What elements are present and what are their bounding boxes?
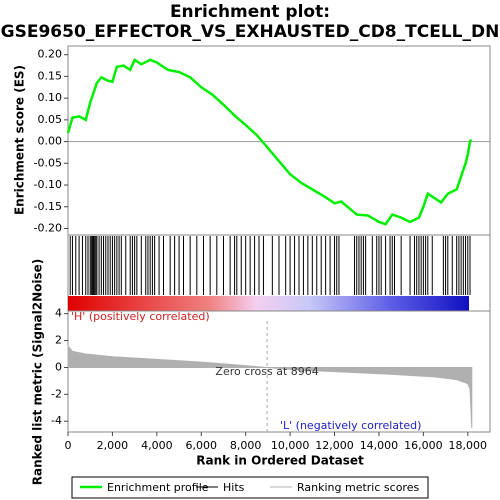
y-tick-label: 0.05 (38, 113, 63, 126)
legend (71, 476, 429, 499)
x-tick-label: 0 (65, 439, 72, 452)
x-tick-label: 10,000 (271, 439, 310, 452)
y-tick-label: 0 (55, 360, 62, 373)
legend-label: Enrichment profile (107, 481, 209, 494)
legend-label: Ranking metric scores (297, 481, 419, 494)
x-tick-label: 4,000 (141, 439, 173, 452)
x-tick-label: 12,000 (315, 439, 354, 452)
chart-title: GSE9650_EFFECTOR_VS_EXHAUSTED_CD8_TCELL_… (1, 22, 500, 42)
y-tick-label: -4 (51, 414, 62, 427)
chart-title: Enrichment plot: (170, 2, 330, 22)
x-tick-label: 16,000 (404, 439, 443, 452)
y-tick-label: -0.20 (34, 221, 62, 234)
y-tick-label: 2 (55, 334, 62, 347)
y-tick-label: -2 (51, 387, 62, 400)
y-tick-label: 0.00 (38, 135, 63, 148)
legend-label: Hits (223, 481, 245, 494)
y-tick-label: -0.15 (34, 200, 62, 213)
y-tick-label: 0.10 (38, 91, 63, 104)
annotation: Zero cross at 8964 (215, 365, 318, 378)
annotation: 'H' (positively correlated) (71, 310, 210, 323)
x-tick-label: 6,000 (186, 439, 218, 452)
annotation: 'L' (negatively correlated) (280, 419, 421, 432)
y-tick-label: -0.05 (34, 156, 62, 169)
metric-area (67, 344, 473, 428)
correlation-band (68, 296, 469, 311)
y-tick-label: 4 (55, 307, 62, 320)
es-panel (67, 45, 491, 236)
x-tick-label: 2,000 (97, 439, 129, 452)
y-axis-label: Ranked list metric (Signal2Noise) (31, 259, 45, 486)
x-tick-label: 14,000 (360, 439, 399, 452)
y-tick-label: 0.20 (38, 48, 63, 61)
es-line (66, 58, 473, 226)
x-axis-label: Rank in Ordered Dataset (196, 454, 364, 468)
y-tick-label: 0.15 (38, 69, 63, 82)
y-axis-label: Enrichment score (ES) (13, 65, 27, 215)
x-tick-label: 18,000 (449, 439, 488, 452)
x-tick-label: 8,000 (230, 439, 262, 452)
y-tick-label: -0.10 (34, 178, 62, 191)
